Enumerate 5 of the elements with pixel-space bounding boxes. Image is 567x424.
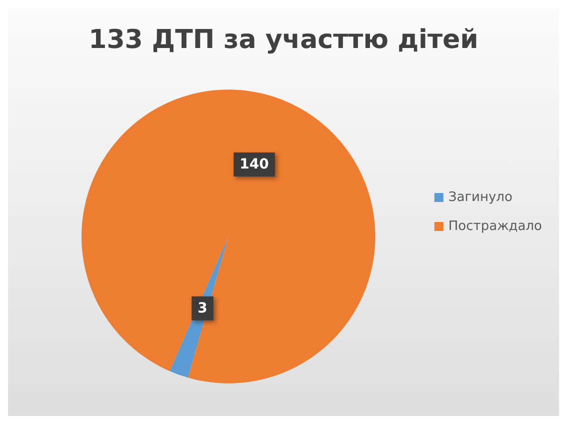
- chart-title: 133 ДТП за участтю дітей: [88, 25, 478, 55]
- data-label: 140: [240, 156, 270, 173]
- legend-label: Загинуло: [448, 190, 512, 205]
- legend-label: Постраждало: [448, 219, 542, 234]
- data-label: 3: [198, 300, 208, 316]
